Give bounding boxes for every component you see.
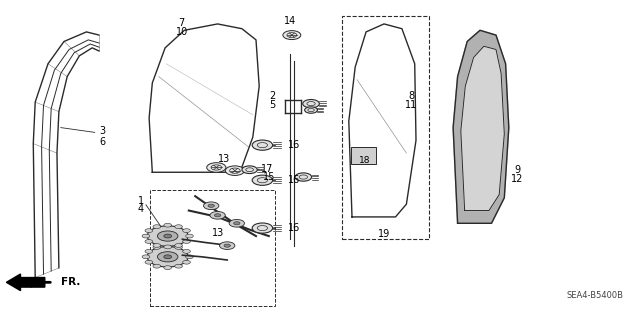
Polygon shape	[453, 30, 509, 223]
Circle shape	[234, 222, 240, 225]
Circle shape	[147, 226, 188, 246]
Circle shape	[229, 219, 244, 227]
Bar	[342, 16, 429, 239]
Text: 19: 19	[378, 229, 390, 240]
Circle shape	[208, 204, 214, 207]
Circle shape	[210, 211, 225, 219]
Circle shape	[153, 225, 161, 229]
Circle shape	[153, 243, 161, 247]
Circle shape	[157, 252, 178, 262]
Circle shape	[204, 202, 219, 210]
Text: 13: 13	[211, 228, 224, 238]
Circle shape	[164, 245, 172, 249]
Text: 10: 10	[175, 27, 188, 37]
Text: 5: 5	[269, 100, 275, 110]
Circle shape	[305, 107, 317, 113]
Circle shape	[145, 229, 153, 233]
Circle shape	[175, 225, 182, 229]
Text: 6: 6	[99, 137, 106, 147]
Text: 2: 2	[269, 91, 275, 101]
Text: 18: 18	[359, 156, 371, 165]
Text: 8: 8	[408, 91, 415, 101]
Text: 13: 13	[218, 154, 230, 165]
Text: 9: 9	[514, 165, 520, 175]
Circle shape	[164, 223, 172, 227]
Polygon shape	[461, 46, 504, 211]
Text: 16: 16	[288, 140, 300, 150]
Circle shape	[225, 166, 244, 175]
Circle shape	[147, 247, 188, 267]
Circle shape	[145, 249, 153, 253]
Text: 7: 7	[179, 18, 185, 28]
Circle shape	[186, 255, 193, 259]
Text: 16: 16	[288, 223, 300, 233]
Text: SEA4-B5400B: SEA4-B5400B	[566, 291, 624, 300]
Bar	[150, 190, 275, 306]
Circle shape	[145, 260, 153, 264]
Text: 16: 16	[288, 175, 300, 185]
Text: 12: 12	[511, 174, 524, 184]
Circle shape	[153, 264, 161, 268]
Text: FR.: FR.	[61, 277, 81, 287]
Circle shape	[175, 246, 182, 249]
Circle shape	[142, 255, 150, 259]
Bar	[351, 147, 376, 164]
Circle shape	[242, 166, 257, 174]
Circle shape	[207, 163, 226, 172]
Circle shape	[182, 240, 190, 243]
Circle shape	[164, 244, 172, 248]
Text: 14: 14	[284, 16, 297, 26]
Circle shape	[153, 246, 161, 249]
Circle shape	[224, 244, 230, 247]
Text: 3: 3	[99, 126, 106, 136]
Circle shape	[182, 229, 190, 233]
Text: 17: 17	[261, 164, 273, 174]
Circle shape	[186, 234, 193, 238]
Text: 15: 15	[263, 172, 275, 182]
FancyArrow shape	[6, 274, 45, 291]
Circle shape	[142, 234, 150, 238]
Circle shape	[295, 173, 312, 181]
Circle shape	[175, 264, 182, 268]
Circle shape	[220, 242, 235, 249]
Circle shape	[164, 234, 172, 238]
Circle shape	[145, 240, 153, 243]
Text: 11: 11	[405, 100, 418, 110]
Circle shape	[303, 100, 319, 108]
Text: 4: 4	[138, 204, 144, 214]
Circle shape	[252, 223, 273, 233]
Circle shape	[164, 255, 172, 259]
Circle shape	[252, 175, 273, 185]
Text: 1: 1	[138, 196, 144, 206]
Circle shape	[175, 243, 182, 247]
Circle shape	[214, 214, 221, 217]
Circle shape	[283, 31, 301, 40]
Circle shape	[182, 249, 190, 253]
Circle shape	[157, 231, 178, 241]
Circle shape	[182, 260, 190, 264]
Circle shape	[164, 266, 172, 270]
Circle shape	[252, 140, 273, 150]
